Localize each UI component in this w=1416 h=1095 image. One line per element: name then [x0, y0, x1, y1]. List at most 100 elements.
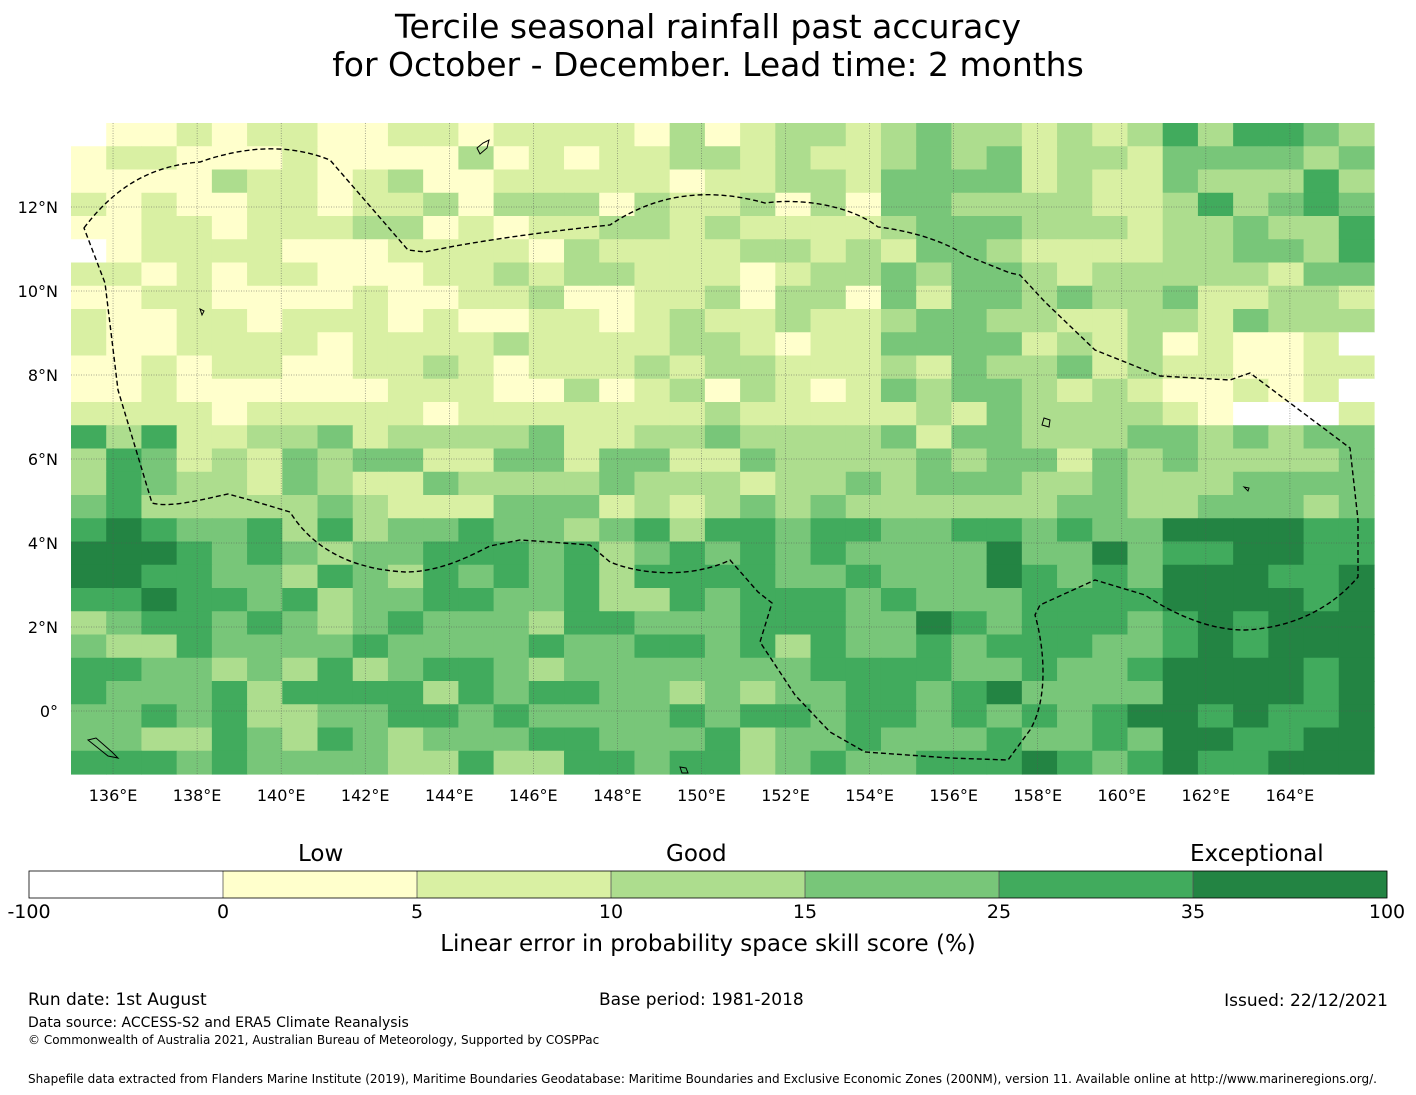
x-tick-label: 160°E [1097, 786, 1146, 805]
skill-cell [599, 169, 636, 194]
skill-cell [317, 541, 354, 566]
skill-cell [704, 169, 741, 194]
skill-cell [1233, 704, 1269, 729]
skill-cell [106, 471, 143, 496]
skill-cell [564, 727, 600, 752]
skill-cell [880, 402, 917, 426]
skill-cell [1162, 378, 1199, 403]
skill-cell [1021, 495, 1058, 519]
skill-cell [458, 495, 495, 519]
skill-cell [951, 402, 988, 426]
skill-cell [352, 704, 389, 729]
skill-cell [880, 123, 917, 147]
skill-cell [387, 402, 424, 426]
skill-cell [916, 239, 953, 264]
x-tick-label: 136°E [89, 786, 138, 805]
skill-cell [317, 169, 354, 194]
colorbar-frame [28, 870, 1388, 899]
skill-cell [106, 425, 143, 450]
colorbar-segment [999, 871, 1194, 898]
skill-cell [740, 378, 776, 403]
skill-cell [775, 634, 812, 659]
skill-cell [1162, 169, 1199, 194]
skill-cell [493, 216, 530, 240]
skill-cell [1197, 727, 1234, 752]
map-gridlines [71, 123, 1374, 774]
skill-cell [317, 146, 354, 171]
skill-cell [387, 355, 424, 380]
skill-cell [845, 355, 882, 380]
skill-cell [599, 750, 636, 775]
skill-cell [1338, 332, 1375, 357]
skill-cell [352, 378, 389, 403]
skill-cell [1197, 611, 1234, 636]
skill-cell [352, 448, 389, 473]
skill-cell [1021, 146, 1058, 171]
skill-cell [176, 471, 213, 496]
skill-cell [669, 704, 706, 729]
skill-cell [387, 123, 424, 147]
skill-cell [71, 448, 107, 473]
x-tick-label: 140°E [257, 786, 306, 805]
skill-cell [1338, 634, 1375, 659]
skill-cell [352, 192, 389, 217]
skill-cell [352, 239, 389, 264]
skill-cell [564, 518, 600, 543]
skill-cell [282, 448, 319, 473]
skill-cell [211, 564, 248, 589]
skill-cell [352, 402, 389, 426]
skill-cell [599, 681, 636, 705]
skill-cell [564, 123, 600, 147]
skill-cell [1092, 355, 1129, 380]
skill-cell [951, 750, 988, 775]
skill-cell [317, 564, 354, 589]
skill-cell [810, 657, 847, 682]
skill-cell [211, 448, 248, 473]
skill-cell [669, 495, 706, 519]
skill-cell [1233, 448, 1269, 473]
colorbar-category-good: Good [666, 841, 727, 867]
colorbar-segment [611, 871, 806, 898]
skill-cell [528, 704, 565, 729]
skill-cell [1303, 309, 1340, 333]
skill-cell [740, 239, 776, 264]
skill-cell [1268, 192, 1305, 217]
skill-cell [352, 425, 389, 450]
skill-cell [845, 192, 882, 217]
skill-cell [1127, 355, 1164, 380]
skill-cell [740, 355, 776, 380]
skill-cell [1162, 448, 1199, 473]
skill-cell [810, 123, 847, 147]
skill-cell [1303, 378, 1340, 403]
skill-cell [176, 448, 213, 473]
skill-cell [317, 518, 354, 543]
skill-cell [106, 541, 143, 566]
skill-cell [599, 123, 636, 147]
skill-cell [775, 657, 812, 682]
skill-cell [1092, 262, 1129, 287]
skill-cell [141, 518, 178, 543]
skill-cell [634, 471, 671, 496]
skill-cell [423, 634, 459, 659]
skill-cell [528, 169, 565, 194]
skill-cell [458, 448, 495, 473]
skill-cell [986, 704, 1023, 729]
skill-cell [176, 611, 213, 636]
skill-cell [247, 750, 283, 775]
skill-cell [423, 332, 459, 357]
skill-cell [1127, 123, 1164, 147]
skill-cell [1057, 518, 1093, 543]
skill-cell [387, 216, 424, 240]
skill-cell [211, 588, 248, 612]
skill-cell [247, 704, 283, 729]
skill-cell [282, 402, 319, 426]
skill-cell [845, 471, 882, 496]
skill-cell [352, 564, 389, 589]
skill-cell [599, 332, 636, 357]
skill-cell [141, 425, 178, 450]
colorbar-tick: 35 [1180, 901, 1206, 923]
skill-cell [1092, 634, 1129, 659]
skill-cell [564, 216, 600, 240]
skill-cell [1197, 169, 1234, 194]
skill-cell [106, 657, 143, 682]
